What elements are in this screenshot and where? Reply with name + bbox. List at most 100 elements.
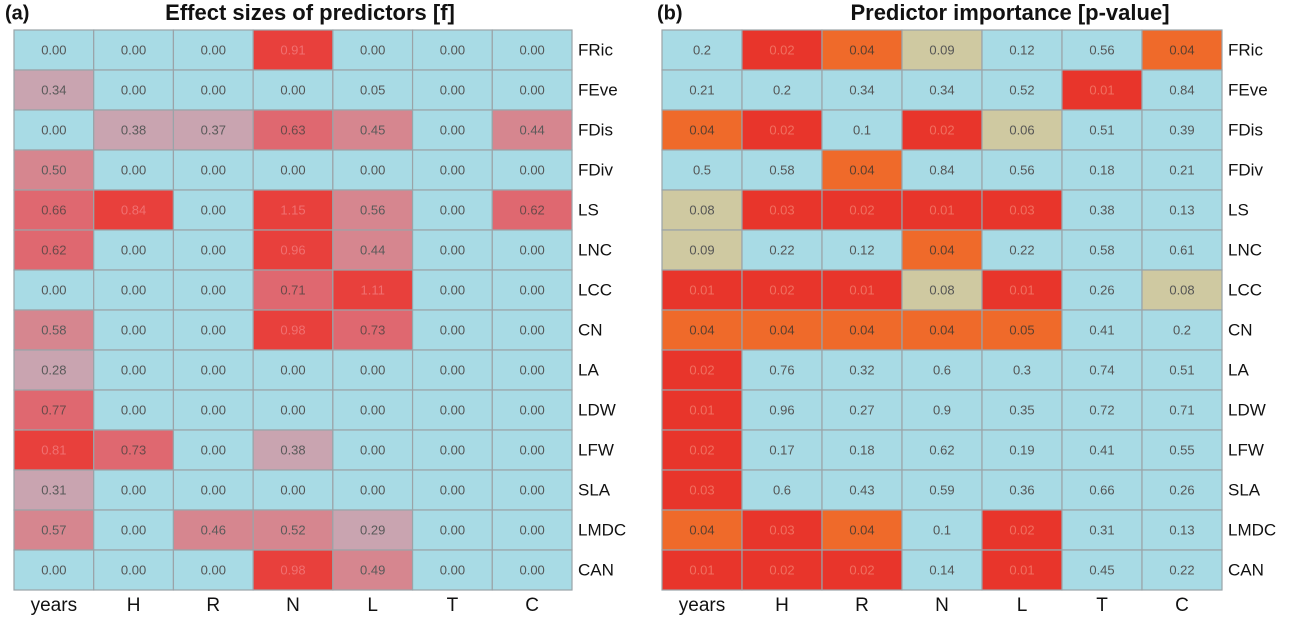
heatmap-cell [13, 549, 95, 591]
row-label: LFW [1228, 440, 1264, 459]
cell-value: 0.44 [519, 122, 544, 137]
heatmap-cell [981, 149, 1063, 191]
heatmap-cell [93, 29, 175, 71]
heatmap-cell [1061, 109, 1143, 151]
cell-value: 0.00 [121, 242, 146, 257]
cell-value: 0.00 [519, 442, 544, 457]
cell-value: 0.73 [360, 322, 385, 337]
cell-value: 0.00 [519, 82, 544, 97]
cell-value: 0.66 [1089, 482, 1114, 497]
cell-value: 0.00 [519, 482, 544, 497]
cell-value: 0.56 [1089, 42, 1114, 57]
row-label: LCC [578, 280, 612, 299]
cell-value: 0.04 [689, 122, 714, 137]
cell-value: 0.00 [121, 162, 146, 177]
heatmap-cell [741, 549, 823, 591]
cell-value: 0.00 [360, 402, 385, 417]
cell-value: 0.73 [121, 442, 146, 457]
heatmap-cell [411, 389, 493, 431]
heatmap-cell [13, 229, 95, 271]
cell-value: 0.02 [769, 42, 794, 57]
heatmap-cell [93, 109, 175, 151]
heatmap-cell [172, 349, 254, 391]
cell-value: 0.01 [1089, 82, 1114, 97]
heatmap-cell [661, 309, 743, 351]
cell-value: 0.00 [519, 362, 544, 377]
cell-value: 0.00 [201, 242, 226, 257]
cell-value: 0.58 [1089, 242, 1114, 257]
heatmap-cell [741, 69, 823, 111]
heatmap-cell [411, 149, 493, 191]
heatmap-cell [332, 349, 414, 391]
heatmap-cell [332, 389, 414, 431]
cell-value: 0.38 [1089, 202, 1114, 217]
heatmap-cell [13, 469, 95, 511]
heatmap-cell [172, 549, 254, 591]
column-label: L [367, 595, 378, 616]
cell-value: 0.51 [1169, 362, 1194, 377]
heatmap-cell [1061, 469, 1143, 511]
heatmap-cell [332, 309, 414, 351]
cell-value: 0.03 [689, 482, 714, 497]
heatmap-cell [1141, 509, 1223, 551]
cell-value: 0.62 [929, 442, 954, 457]
row-label: LNC [1228, 240, 1262, 259]
column-label: T [447, 595, 459, 616]
cell-value: 0.00 [440, 442, 465, 457]
heatmap-cell [332, 229, 414, 271]
cell-value: 0.00 [440, 362, 465, 377]
cell-value: 0.01 [1009, 562, 1034, 577]
heatmap-cell [491, 269, 573, 311]
cell-value: 0.21 [689, 82, 714, 97]
cell-value: 0.03 [769, 202, 794, 217]
heatmap-cell [411, 309, 493, 351]
heatmap-cell [13, 189, 95, 231]
cell-value: 0.26 [1089, 282, 1114, 297]
cell-value: 0.9 [933, 402, 951, 417]
cell-value: 0.00 [121, 82, 146, 97]
heatmap-cell [1141, 29, 1223, 71]
row-label: FDis [1228, 120, 1263, 139]
cell-value: 0.00 [201, 282, 226, 297]
cell-value: 0.00 [280, 162, 305, 177]
cell-value: 0.00 [440, 562, 465, 577]
row-label: LFW [578, 440, 614, 459]
cell-value: 0.29 [360, 522, 385, 537]
cell-value: 0.96 [769, 402, 794, 417]
column-label: N [286, 595, 300, 616]
cell-value: 0.04 [849, 162, 874, 177]
heatmap-cell [411, 109, 493, 151]
column-label: R [206, 595, 220, 616]
heatmap-cell [1141, 109, 1223, 151]
heatmap-cell [491, 549, 573, 591]
heatmap-cell [93, 469, 175, 511]
heatmap-cell [13, 309, 95, 351]
cell-value: 0.00 [121, 562, 146, 577]
cell-value: 0.63 [280, 122, 305, 137]
cell-value: 0.98 [280, 322, 305, 337]
heatmap-cell [821, 469, 903, 511]
heatmap-cell [491, 309, 573, 351]
heatmap-cell [93, 149, 175, 191]
heatmap-cell [332, 549, 414, 591]
heatmap-cell [332, 109, 414, 151]
cell-value: 0.17 [769, 442, 794, 457]
cell-value: 0.00 [201, 202, 226, 217]
cell-value: 0.02 [689, 362, 714, 377]
heatmap-cell [661, 389, 743, 431]
heatmap-cell [491, 229, 573, 271]
cell-value: 0.12 [849, 242, 874, 257]
cell-value: 1.15 [280, 202, 305, 217]
row-label: FDiv [1228, 160, 1263, 179]
cell-value: 0.04 [1169, 42, 1194, 57]
cell-value: 0.00 [440, 82, 465, 97]
cell-value: 0.00 [280, 82, 305, 97]
heatmap-cell [981, 309, 1063, 351]
cell-value: 0.56 [1009, 162, 1034, 177]
heatmap-cell [901, 29, 983, 71]
row-label: LA [1228, 360, 1249, 379]
cell-value: 0.52 [1009, 82, 1034, 97]
cell-value: 0.2 [773, 82, 791, 97]
heatmap-cell [741, 189, 823, 231]
